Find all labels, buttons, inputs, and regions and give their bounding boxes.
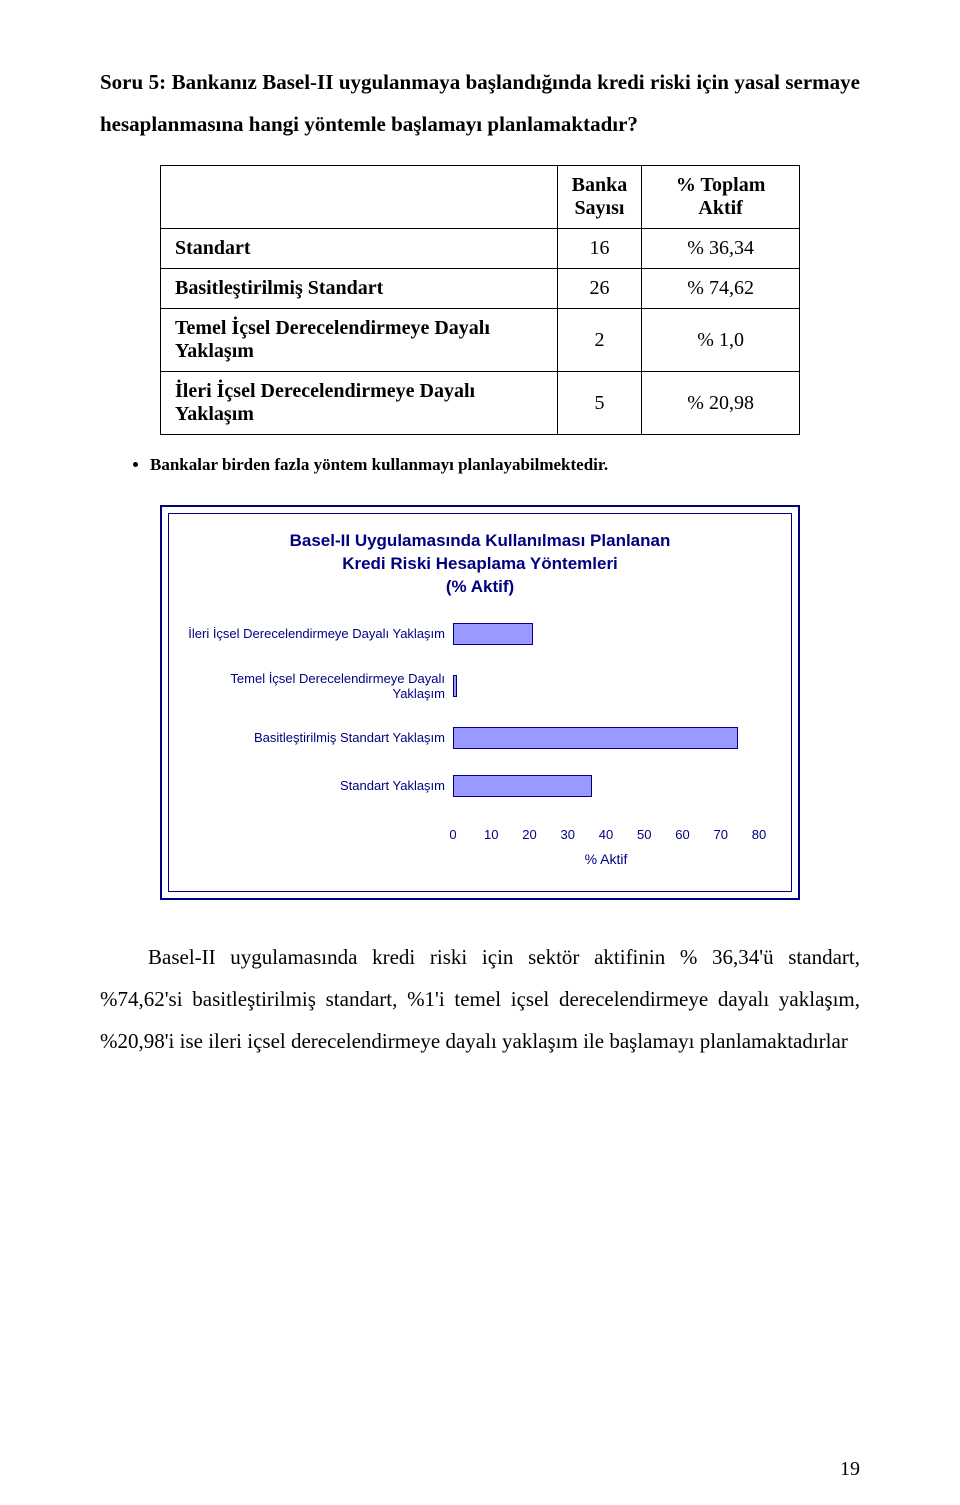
table-header-pct: % Toplam Aktif — [642, 166, 800, 229]
bar-label: Basitleştirilmiş Standart Yaklaşım — [185, 730, 453, 745]
bar-rect — [453, 775, 592, 797]
row-count: 26 — [557, 269, 642, 309]
row-label: Temel İçsel Derecelendirmeye Dayalı Yakl… — [161, 309, 558, 372]
row-count: 2 — [557, 309, 642, 372]
tick-label: 30 — [561, 827, 575, 842]
bar-plot-area — [453, 775, 759, 797]
table-header-empty — [161, 166, 558, 229]
bar-row: Temel İçsel Derecelendirmeye Dayalı Yakl… — [185, 671, 775, 701]
table-row: Basitleştirilmiş Standart 26 % 74,62 — [161, 269, 800, 309]
tick-label: 70 — [714, 827, 728, 842]
chart-panel-inner: Basel-II Uygulamasında Kullanılması Plan… — [168, 513, 792, 892]
th-count-line2: Sayısı — [574, 197, 624, 219]
x-axis: 0 10 20 30 40 50 60 70 80 % Aktif — [185, 823, 775, 867]
chart-title-line3: (% Aktif) — [446, 577, 514, 596]
th-count-line1: Banka — [572, 174, 628, 196]
x-axis-title: % Aktif — [453, 851, 759, 867]
tick-labels: 0 10 20 30 40 50 60 70 80 — [453, 827, 759, 845]
table-header-count: Banka Sayısı — [557, 166, 642, 229]
bar-label: Standart Yaklaşım — [185, 778, 453, 793]
chart-title: Basel-II Uygulamasında Kullanılması Plan… — [185, 530, 775, 599]
chart-body: İleri İçsel Derecelendirmeye Dayalı Yakl… — [185, 623, 775, 867]
row-label: Basitleştirilmiş Standart — [161, 269, 558, 309]
question-text: Bankanız Basel-II uygulanmaya başlandığı… — [100, 70, 860, 136]
bar-area — [453, 623, 775, 645]
bar-row: Basitleştirilmiş Standart Yaklaşım — [185, 727, 775, 749]
bar-row: Standart Yaklaşım — [185, 775, 775, 797]
question-label: Soru 5: — [100, 70, 166, 94]
table-header-row: Banka Sayısı % Toplam Aktif — [161, 166, 800, 229]
tick-label: 20 — [522, 827, 536, 842]
row-label: İleri İçsel Derecelendirmeye Dayalı Yakl… — [161, 372, 558, 435]
row-pct: % 36,34 — [642, 229, 800, 269]
row-label: Standart — [161, 229, 558, 269]
row-count: 5 — [557, 372, 642, 435]
bar-label: Temel İçsel Derecelendirmeye Dayalı Yakl… — [185, 671, 453, 701]
table-row: İleri İçsel Derecelendirmeye Dayalı Yakl… — [161, 372, 800, 435]
chart-title-line2: Kredi Riski Hesaplama Yöntemleri — [342, 554, 618, 573]
chart-panel-outer: Basel-II Uygulamasında Kullanılması Plan… — [160, 505, 800, 900]
bar-area — [453, 775, 775, 797]
page: Soru 5: Bankanız Basel-II uygulanmaya ba… — [0, 0, 960, 1505]
axis-area: 0 10 20 30 40 50 60 70 80 % Aktif — [453, 823, 775, 867]
tick-label: 10 — [484, 827, 498, 842]
tick-label: 0 — [449, 827, 456, 842]
bar-label: İleri İçsel Derecelendirmeye Dayalı Yakl… — [185, 626, 453, 641]
page-number: 19 — [840, 1458, 860, 1481]
question-paragraph: Soru 5: Bankanız Basel-II uygulanmaya ba… — [100, 61, 860, 145]
tick-label: 60 — [675, 827, 689, 842]
bar-area — [453, 727, 775, 749]
bullet-item: Bankalar birden fazla yöntem kullanmayı … — [150, 455, 860, 475]
bar-plot-area — [453, 675, 759, 697]
chart-title-line1: Basel-II Uygulamasında Kullanılması Plan… — [290, 531, 671, 550]
table-row: Standart 16 % 36,34 — [161, 229, 800, 269]
row-count: 16 — [557, 229, 642, 269]
bar-area — [453, 675, 775, 697]
bar-rect — [453, 623, 533, 645]
data-table: Banka Sayısı % Toplam Aktif Standart 16 … — [160, 165, 800, 435]
bar-row: İleri İçsel Derecelendirmeye Dayalı Yakl… — [185, 623, 775, 645]
bar-plot-area — [453, 623, 759, 645]
row-pct: % 1,0 — [642, 309, 800, 372]
row-pct: % 74,62 — [642, 269, 800, 309]
row-pct: % 20,98 — [642, 372, 800, 435]
bullet-list: Bankalar birden fazla yöntem kullanmayı … — [130, 455, 860, 475]
table-row: Temel İçsel Derecelendirmeye Dayalı Yakl… — [161, 309, 800, 372]
bar-rect — [453, 727, 738, 749]
tick-label: 80 — [752, 827, 766, 842]
tick-label: 40 — [599, 827, 613, 842]
bar-plot-area — [453, 727, 759, 749]
analysis-paragraph: Basel-II uygulamasında kredi riski için … — [100, 936, 860, 1062]
bar-rect — [453, 675, 457, 697]
tick-label: 50 — [637, 827, 651, 842]
